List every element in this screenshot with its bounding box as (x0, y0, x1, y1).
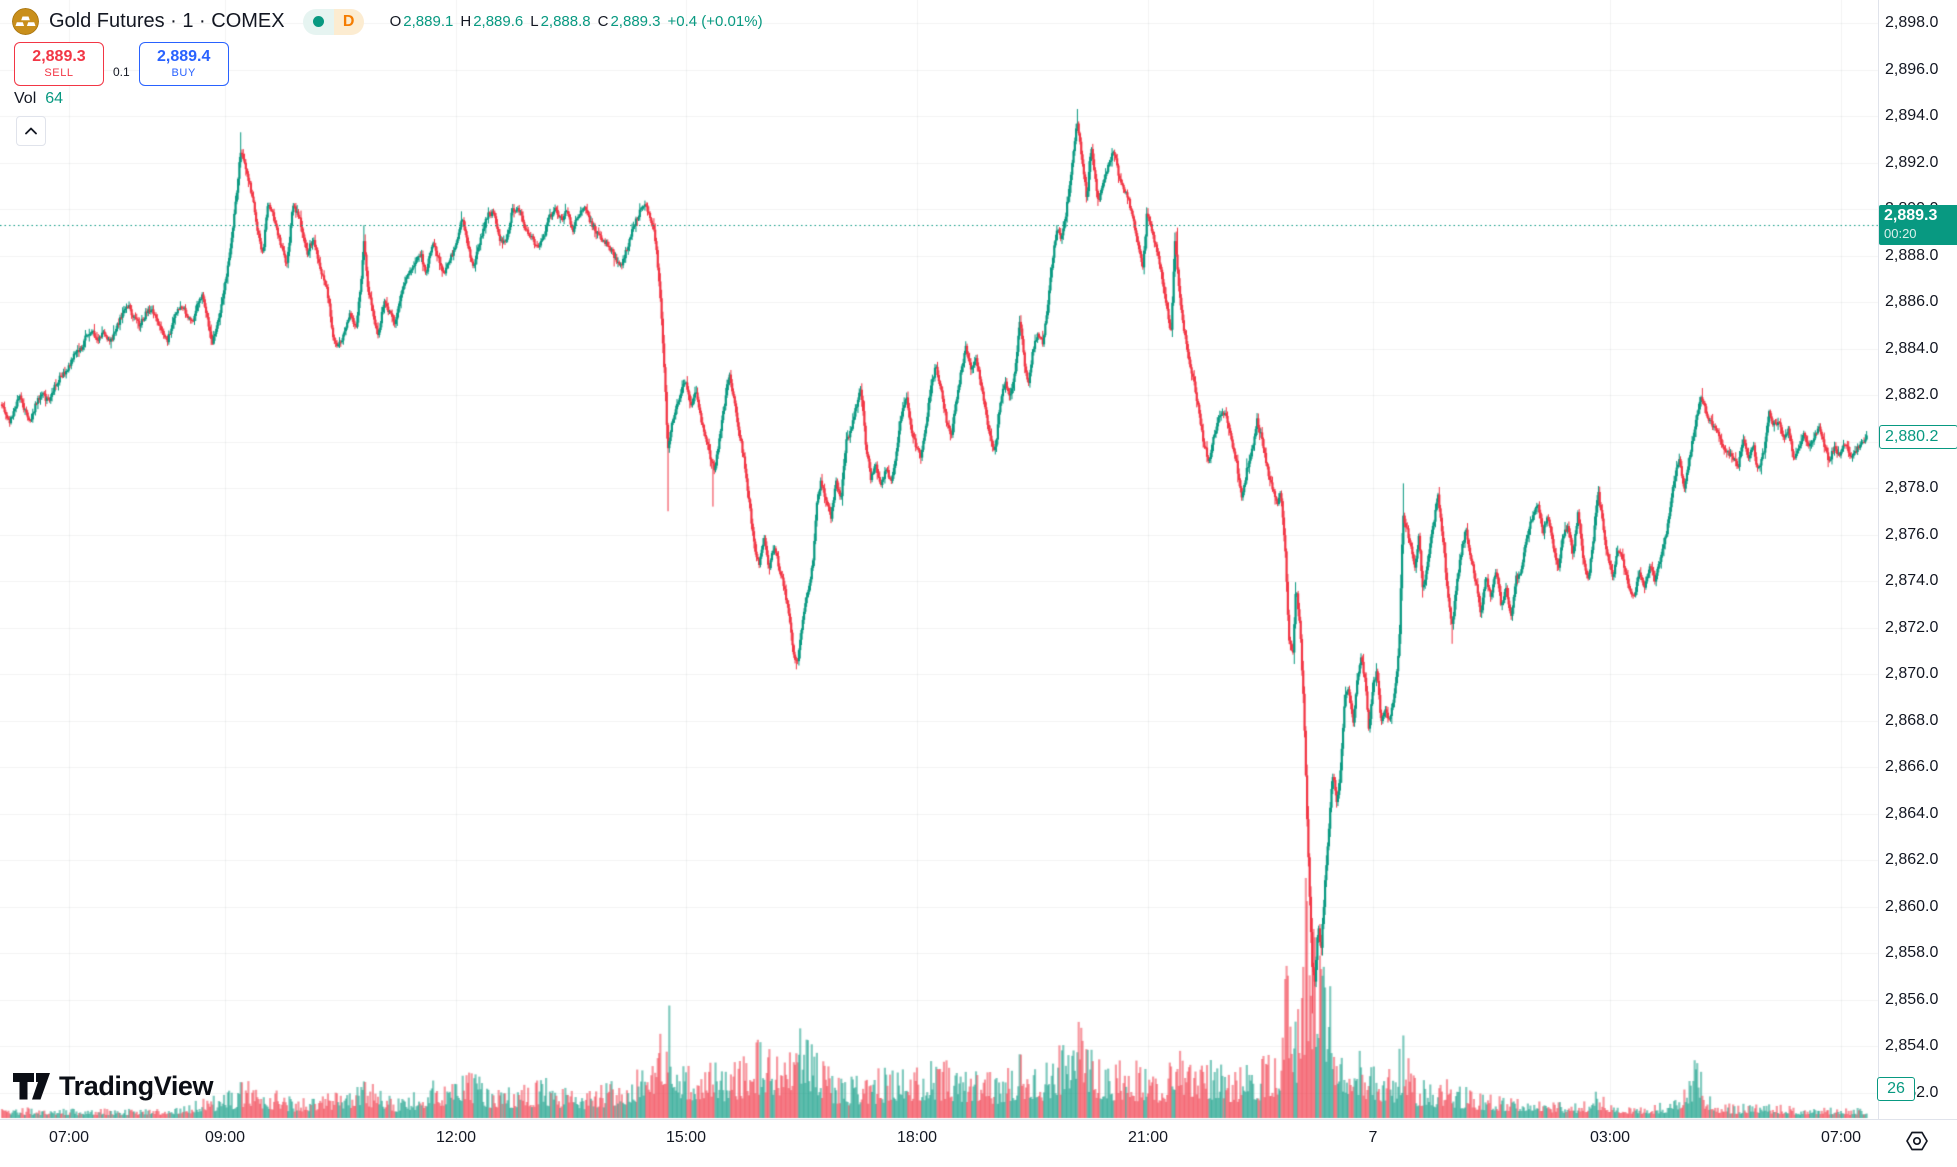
tradingview-logo[interactable]: TradingView (13, 1071, 214, 1102)
high-label: H (460, 13, 472, 30)
price-tick-label: 2,872.0 (1885, 618, 1939, 636)
sell-label: SELL (44, 66, 74, 79)
last-price-value: 2,889.3 (1884, 207, 1938, 224)
tradingview-wordmark: TradingView (59, 1071, 214, 1101)
volume-legend[interactable]: Vol 64 (14, 90, 63, 108)
price-tick-label: 2,878.0 (1885, 479, 1939, 496)
symbol-legend: Gold Futures · 1 · COMEX D O 2,889.1 H 2,8… (12, 8, 763, 35)
open-value: 2,889.1 (403, 13, 454, 30)
volume-value: 64 (45, 90, 64, 107)
price-tick-label: 2,896.0 (1885, 60, 1939, 78)
price-tick-label: 2,866.0 (1885, 758, 1939, 775)
bar-close-countdown: 00:20 (1884, 226, 1917, 241)
price-tick-label: 2,886.0 (1885, 293, 1939, 310)
price-tick-label: 2,888.0 (1885, 246, 1939, 264)
price-tick-label: 2,894.0 (1885, 107, 1939, 124)
time-tick-label: 21:00 (1127, 1129, 1169, 1146)
open-label: O (389, 13, 402, 30)
scale-settings-hexagon-icon[interactable] (1904, 1128, 1930, 1154)
low-label: L (530, 13, 539, 30)
price-tick-label: 2,882.0 (1885, 386, 1939, 403)
time-tick-label: 07:00 (48, 1129, 90, 1146)
time-tick-label: 09:00 (204, 1129, 246, 1146)
buy-button[interactable]: 2,889.4 BUY (138, 42, 229, 86)
tradingview-mark-icon (13, 1073, 50, 1100)
order-panel: 2,889.3 SELL 0.1 2,889.4 BUY (14, 42, 229, 86)
change-value: +0.4 (+0.01%) (667, 13, 763, 30)
low-value: 2,888.8 (540, 13, 591, 30)
buy-label: BUY (171, 66, 196, 79)
price-tick-label: 2,892.0 (1885, 153, 1939, 171)
close-label: C (597, 13, 609, 30)
time-tick-label: 12:00 (435, 1129, 477, 1146)
legend-collapse-button[interactable] (16, 116, 46, 146)
data-mode-pill[interactable]: D (302, 8, 364, 35)
spread-value: 0.1 (113, 65, 130, 79)
price-tick-label: 2,860.0 (1885, 897, 1939, 915)
sell-button[interactable]: 2,889.3 SELL (14, 42, 104, 86)
series-close-price-badge: 2,880.2 (1879, 425, 1957, 449)
time-tick-label: 7 (1368, 1129, 1378, 1146)
gold-symbol-icon (12, 8, 39, 35)
price-tick-label: 2,874.0 (1885, 572, 1939, 589)
sell-price: 2,889.3 (32, 48, 86, 66)
market-open-dot-icon (312, 16, 324, 27)
high-value: 2,889.6 (473, 13, 524, 30)
chevron-up-icon (25, 127, 37, 135)
bottom-axis-badge: 26 (1877, 1077, 1915, 1101)
volume-label: Vol (14, 90, 37, 107)
time-tick-label: 07:00 (1820, 1129, 1862, 1146)
price-tick-label: 2,856.0 (1885, 990, 1939, 1008)
ohlc-readout: O 2,889.1 H 2,889.6 L 2,888.8 C 2,889.3 +0.4… (390, 13, 763, 30)
time-tick-label: 15:00 (665, 1129, 707, 1146)
price-tick-label: 2,868.0 (1885, 711, 1939, 729)
last-price-badge[interactable]: 2,889.3 00:20 (1879, 205, 1957, 245)
time-axis[interactable]: 07:00 09:00 12:00 15:00 18:00 21:00 7 03:00 07:0… (0, 1119, 1957, 1167)
time-tick-label: 18:00 (896, 1129, 938, 1146)
price-tick-label: 2,876.0 (1885, 525, 1939, 543)
price-tick-label: 2,884.0 (1885, 339, 1939, 357)
delayed-data-icon: D (333, 8, 364, 35)
price-tick-label: 2,858.0 (1885, 944, 1939, 961)
buy-price: 2,889.4 (156, 48, 211, 66)
symbol-title[interactable]: Gold Futures · 1 · COMEX (49, 10, 285, 32)
price-tick-label: 2,864.0 (1885, 804, 1939, 822)
price-tick-label: 2,854.0 (1885, 1037, 1939, 1054)
price-tick-label: 2,870.0 (1885, 665, 1939, 682)
price-tick-label: 2,862.0 (1885, 851, 1939, 868)
time-tick-label: 03:00 (1589, 1129, 1631, 1146)
price-tick-label: 2,898.0 (1885, 14, 1939, 31)
close-value: 2,889.3 (610, 13, 661, 30)
price-axis[interactable]: 2,852.02,854.02,856.02,858.02,860.02,862… (1878, 0, 1957, 1119)
